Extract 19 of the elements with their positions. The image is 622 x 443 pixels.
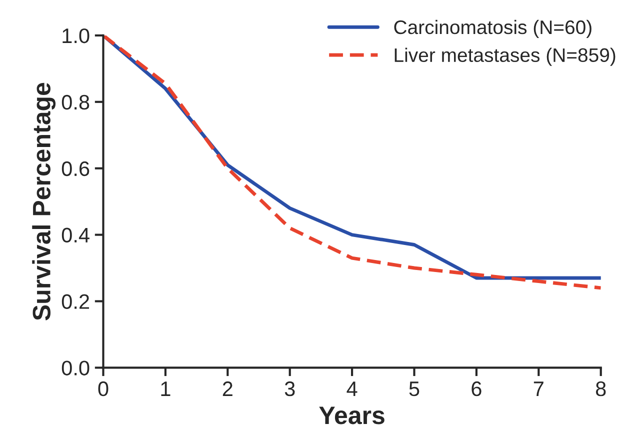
x-tick-label: 6 xyxy=(472,381,482,396)
x-tick-label: 1 xyxy=(161,382,170,396)
x-tick-label: 3 xyxy=(284,381,295,396)
x-tick-label: 0 xyxy=(98,381,108,396)
x-tick-label: 5 xyxy=(409,382,420,396)
x-axis-title: Years xyxy=(319,406,384,424)
x-tick-label: 8 xyxy=(596,381,606,396)
y-tick-label: 0.8 xyxy=(62,94,90,110)
x-tick-label: 2 xyxy=(222,381,232,396)
legend-label: Liver metastases (N=859) xyxy=(394,48,616,66)
y-tick-label: 0.6 xyxy=(62,161,90,176)
x-tick-label: 4 xyxy=(346,382,358,396)
x-tick-label: 7 xyxy=(534,382,544,396)
y-tick-label: 1.0 xyxy=(62,28,90,44)
y-tick-label: 0.0 xyxy=(62,360,90,376)
legend-label: Carcinomatosis (N=60) xyxy=(394,20,592,38)
y-tick-label: 0.4 xyxy=(62,228,90,243)
y-tick-label: 0.2 xyxy=(62,294,90,309)
y-axis-title: Survival Percentage xyxy=(32,82,56,320)
